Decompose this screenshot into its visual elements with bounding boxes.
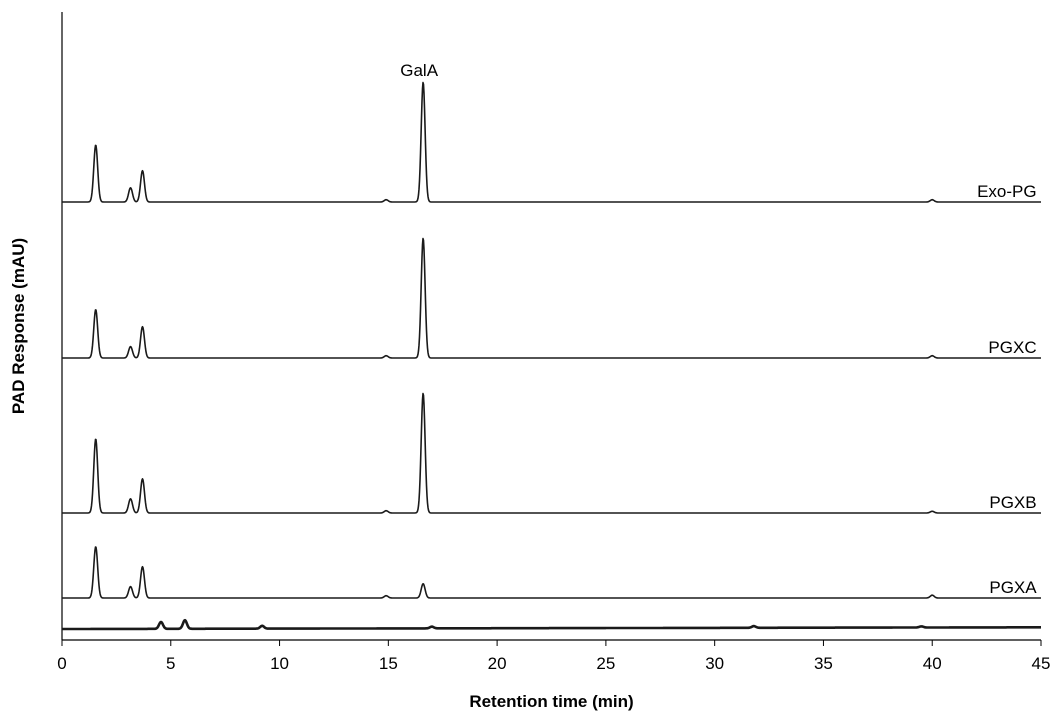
x-axis-ticks: 0 5 10 15 20 25 30 35 40 45 — [57, 640, 1050, 673]
peak-annotations: GalA — [400, 61, 438, 80]
trace-line-control — [61, 618, 1042, 631]
x-tick-label: 35 — [814, 654, 833, 673]
x-tick-label: 5 — [166, 654, 175, 673]
peak-annotation-label: GalA — [400, 61, 438, 80]
series-label-exo-pg: Exo-PG — [977, 182, 1037, 201]
x-tick-label: 20 — [488, 654, 507, 673]
trace-line-pgxc — [61, 237, 1042, 359]
chromatogram-traces — [61, 81, 1042, 631]
trace-line-pgxb — [61, 392, 1042, 514]
x-tick-label: 40 — [923, 654, 942, 673]
series-label-pgxb: PGXB — [989, 493, 1036, 512]
x-tick-label: 0 — [57, 654, 66, 673]
y-axis-title: PAD Response (mAU) — [9, 238, 28, 414]
trace-line-pgxa — [61, 546, 1042, 599]
x-axis-title: Retention time (min) — [469, 692, 633, 711]
x-tick-label: 15 — [379, 654, 398, 673]
axes — [61, 12, 1041, 641]
x-tick-label: 25 — [596, 654, 615, 673]
trace-line-exo-pg — [61, 81, 1042, 203]
series-label-pgxc: PGXC — [988, 338, 1036, 357]
series-label-pgxa: PGXA — [989, 578, 1037, 597]
series-labels: Exo-PG PGXC PGXB PGXA — [977, 182, 1037, 597]
x-tick-label: 30 — [705, 654, 724, 673]
x-tick-label: 45 — [1032, 654, 1051, 673]
x-tick-label: 10 — [270, 654, 289, 673]
